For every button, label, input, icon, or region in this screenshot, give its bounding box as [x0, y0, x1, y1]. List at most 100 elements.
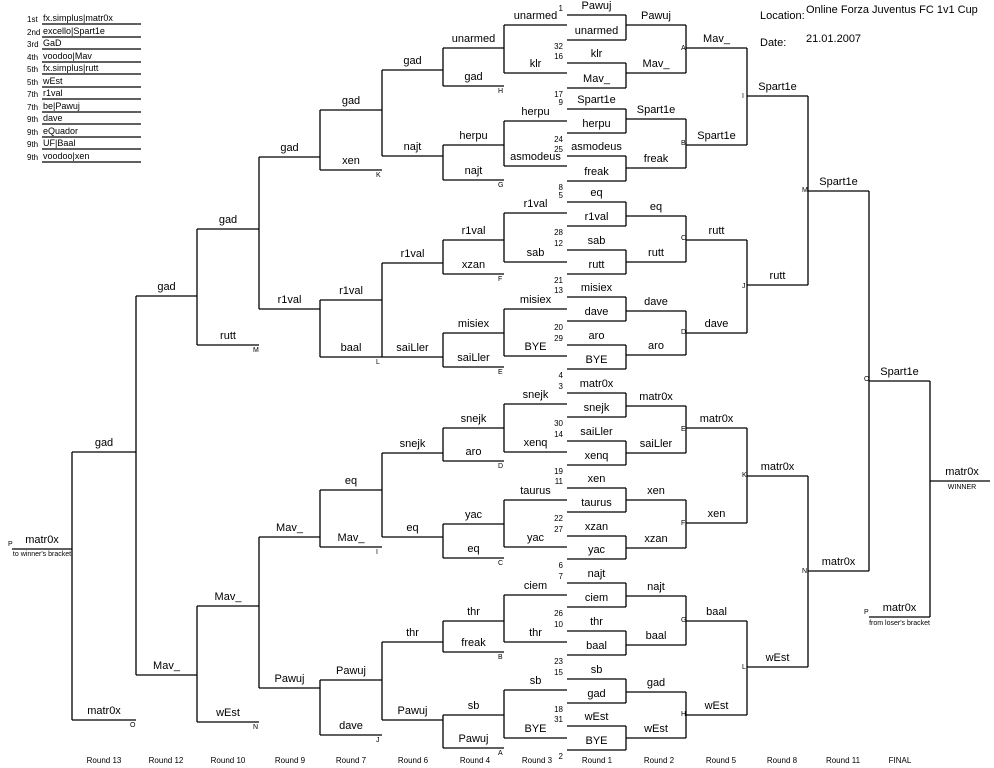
- round7-player: xen: [342, 155, 360, 167]
- match-letter: O: [130, 722, 136, 729]
- round3-player: misiex: [519, 294, 552, 306]
- result-player: wEst: [43, 76, 63, 86]
- round-label: Round 5: [705, 756, 737, 765]
- round3-player: taurus: [520, 485, 551, 497]
- round2-player: xzan: [644, 533, 668, 545]
- round1-player: thr: [590, 616, 603, 628]
- result-rank: 9th: [27, 140, 39, 149]
- round-label: Round 6: [397, 756, 429, 765]
- round-label: Round 10: [210, 756, 246, 765]
- round3-player: ciem: [523, 580, 548, 592]
- round13-player: matr0x: [87, 705, 121, 717]
- match-letter: N: [253, 724, 259, 731]
- round4-player: gad: [464, 71, 483, 83]
- seed-number: 23: [554, 657, 563, 666]
- final-player: Spart1e: [880, 366, 919, 378]
- round1-player: yac: [587, 544, 606, 556]
- round1-player: rutt: [588, 259, 605, 271]
- round1-player: xen: [587, 473, 606, 485]
- round-label: Round 1: [581, 756, 613, 765]
- round5-player: rutt: [708, 225, 725, 237]
- round10-player: rutt: [220, 330, 236, 342]
- round1-player: sb: [590, 664, 603, 676]
- round3-player: yac: [526, 532, 545, 544]
- round8-player: rutt: [769, 270, 786, 282]
- round3-player: herpu: [521, 106, 550, 118]
- round1-player: taurus: [581, 497, 612, 509]
- seed-number: 1: [558, 4, 563, 13]
- seed-number: 24: [554, 135, 563, 144]
- round2-player: saiLler: [639, 438, 673, 450]
- round2-player: xen: [647, 485, 665, 497]
- match-letter: L: [742, 664, 746, 671]
- match-letter: B: [498, 654, 503, 661]
- round4-player: yac: [464, 509, 483, 521]
- final-from-losers-note: from loser's bracket: [869, 620, 930, 627]
- round5-player: xen: [707, 508, 726, 520]
- round9-player: Pawuj: [274, 673, 305, 685]
- round-label: Round 2: [643, 756, 675, 765]
- round11-player: matr0x: [821, 556, 856, 568]
- round3-player: sab: [526, 247, 545, 259]
- round4-player: thr: [467, 606, 480, 618]
- result-rank: 5th: [27, 78, 39, 87]
- round1-player: asmodeus: [571, 141, 622, 153]
- round6-player: najt: [403, 141, 422, 153]
- round-label: Round 9: [274, 756, 306, 765]
- result-player: UF|Baal: [43, 138, 76, 148]
- match-letter: H: [498, 88, 504, 95]
- result-player: GaD: [43, 38, 62, 48]
- round3-player: BYE: [524, 723, 547, 735]
- match-letter: E: [681, 425, 686, 433]
- losers-final-note: to winner's bracket: [12, 551, 72, 558]
- round7-player: dave: [339, 720, 363, 732]
- round4-player: najt: [464, 165, 483, 177]
- result-rank: 9th: [27, 115, 39, 124]
- round1-player: eq: [590, 187, 603, 199]
- match-letter: M: [802, 186, 808, 194]
- round1-player: baal: [586, 640, 607, 652]
- round4-player: snejk: [460, 413, 487, 425]
- round1-player: herpu: [582, 118, 611, 130]
- match-letter: A: [681, 45, 686, 52]
- seed-number: 18: [554, 705, 563, 714]
- round1-player: wEst: [584, 711, 609, 723]
- round1-player: Spart1e: [577, 94, 616, 106]
- result-rank: 7th: [27, 90, 39, 99]
- round2-player: gad: [646, 677, 666, 689]
- round2-player: najt: [647, 581, 665, 593]
- round6-player: Pawuj: [397, 705, 428, 717]
- round-label: Round 13: [86, 756, 122, 765]
- round-label: Round 3: [521, 756, 553, 765]
- match-letter: I: [376, 549, 378, 556]
- round2-player: freak: [643, 153, 669, 165]
- round2-player: aro: [648, 340, 664, 352]
- result-player: be|Pawuj: [43, 101, 80, 111]
- result-player: excello|Spart1e: [43, 26, 105, 36]
- round1-player: BYE: [585, 354, 608, 366]
- round3-player: r1val: [523, 198, 548, 210]
- seed-number: 26: [554, 609, 563, 618]
- round5-player: wEst: [704, 700, 729, 712]
- result-player: voodoo|xen: [43, 151, 90, 161]
- seed-number: 20: [554, 323, 563, 332]
- seed-number: 11: [554, 477, 563, 486]
- seed-number: 21: [554, 276, 563, 285]
- round2-player: rutt: [648, 247, 664, 259]
- round1-player: xenq: [584, 450, 609, 462]
- round5-player: baal: [706, 606, 727, 618]
- round1-player: aro: [588, 330, 605, 342]
- round4-player: freak: [461, 637, 486, 649]
- seed-number: 7: [558, 572, 563, 581]
- match-letter: F: [498, 276, 503, 283]
- match-letter: J: [376, 737, 380, 744]
- match-letter: B: [681, 139, 686, 147]
- round2-player: matr0x: [639, 391, 673, 403]
- match-letter: P: [8, 541, 13, 548]
- round1-player: r1val: [584, 211, 609, 223]
- round2-player: Mav_: [642, 58, 670, 70]
- result-rank: 2nd: [27, 28, 41, 37]
- round4-player: unarmed: [451, 33, 496, 45]
- round3-player: asmodeus: [510, 151, 561, 163]
- round-label: Round 8: [766, 756, 798, 765]
